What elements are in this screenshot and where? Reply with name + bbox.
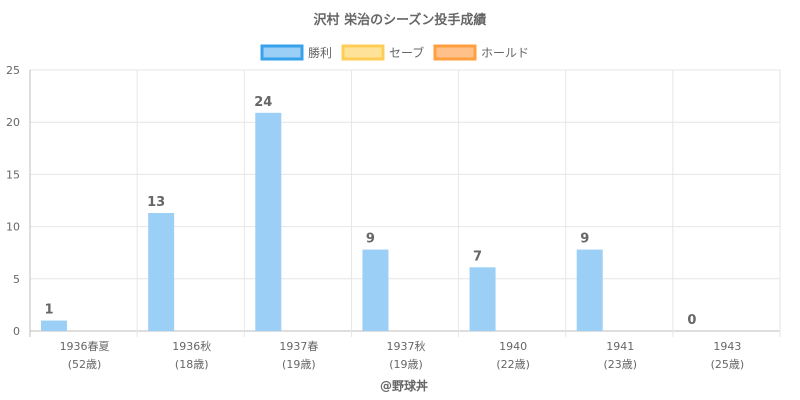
data-label-wins: 1 bbox=[44, 303, 53, 318]
y-tick-label: 10 bbox=[6, 221, 20, 234]
credit-text: @野球丼 bbox=[380, 378, 428, 393]
bar-wins[interactable] bbox=[255, 112, 282, 331]
x-tick-label: 1943 bbox=[713, 340, 741, 353]
bar-wins[interactable] bbox=[148, 213, 175, 331]
legend-label-saves: セーブ bbox=[389, 45, 424, 60]
x-tick-sublabel: (19歳) bbox=[282, 358, 316, 371]
bar-wins[interactable] bbox=[576, 249, 603, 331]
data-label-wins: 0 bbox=[687, 313, 696, 328]
legend-swatch-wins[interactable] bbox=[260, 44, 304, 61]
x-tick-label: 1936秋 bbox=[172, 339, 211, 353]
x-tick-sublabel: (22歳) bbox=[496, 358, 530, 371]
data-label-wins: 9 bbox=[366, 232, 375, 247]
y-tick-label: 25 bbox=[6, 64, 20, 77]
bar-wins[interactable] bbox=[41, 320, 67, 331]
x-tick-sublabel: (18歳) bbox=[175, 358, 209, 371]
legend-label-wins: 勝利 bbox=[308, 45, 332, 60]
x-tick-label: 1937秋 bbox=[387, 339, 426, 353]
y-tick-label: 0 bbox=[13, 325, 20, 338]
grid bbox=[29, 69, 781, 337]
data-label-wins: 7 bbox=[473, 249, 482, 264]
bar-wins[interactable] bbox=[362, 249, 389, 331]
x-axis-ticks: 1936春夏 (52歳) 1936秋 (18歳) 1937春 (19歳) 1937秋 (19歳… bbox=[60, 339, 745, 371]
data-label-wins: 13 bbox=[147, 195, 165, 210]
x-tick-label: 1940 bbox=[499, 340, 527, 353]
x-tick-sublabel: (19歳) bbox=[389, 358, 423, 371]
legend-swatch-holds[interactable] bbox=[433, 44, 477, 61]
x-tick-label: 1936春夏 bbox=[60, 340, 110, 353]
chart-title: 沢村 栄治のシーズン投手成績 bbox=[314, 12, 487, 28]
x-tick-label: 1937春 bbox=[279, 340, 318, 353]
y-axis-ticks: 0 5 10 15 20 25 bbox=[6, 64, 20, 338]
data-label-wins: 9 bbox=[580, 232, 589, 247]
bars bbox=[41, 112, 603, 331]
legend-label-holds: ホールド bbox=[481, 46, 529, 60]
x-tick-sublabel: (25歳) bbox=[711, 358, 745, 371]
x-tick-sublabel: (23歳) bbox=[603, 358, 637, 371]
legend-swatch-saves[interactable] bbox=[341, 44, 385, 61]
data-labels: 1 13 24 9 7 9 0 bbox=[44, 95, 696, 328]
bar-wins[interactable] bbox=[469, 267, 496, 331]
y-tick-label: 5 bbox=[13, 273, 20, 286]
legend: 勝利 セーブ ホールド bbox=[260, 44, 529, 61]
x-tick-sublabel: (52歳) bbox=[68, 358, 102, 371]
data-label-wins: 24 bbox=[254, 95, 272, 110]
y-tick-label: 20 bbox=[6, 116, 20, 129]
x-tick-label: 1941 bbox=[606, 340, 634, 353]
y-tick-label: 15 bbox=[6, 168, 20, 181]
